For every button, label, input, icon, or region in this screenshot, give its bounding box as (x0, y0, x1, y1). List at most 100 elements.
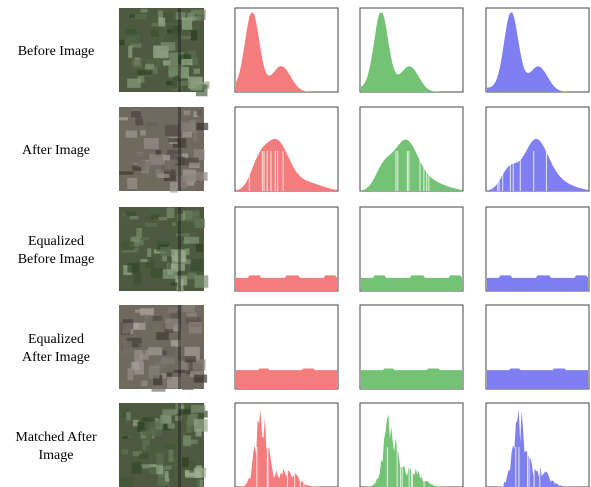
row-label: After Image (22, 350, 90, 365)
thumbnail-patch (149, 208, 158, 215)
row-label: Equalized (28, 332, 84, 347)
thumbnail-patch (197, 110, 202, 116)
thumbnail-patch (127, 78, 141, 87)
thumbnail-patch (165, 319, 180, 329)
thumbnail-patch (183, 440, 197, 445)
thumbnail-patch (146, 445, 160, 452)
thumbnail-patch (184, 237, 199, 244)
thumbnail-patch (142, 417, 155, 421)
thumbnail-patch (194, 275, 208, 287)
thumbnail-patch (125, 34, 140, 44)
thumbnail-patch (189, 322, 202, 333)
thumbnail-patch (143, 237, 149, 240)
thumbnail-patch (145, 64, 154, 69)
thumbnail-patch (196, 429, 202, 437)
thumbnail-patch (122, 241, 134, 250)
thumbnail-patch (128, 46, 132, 58)
thumbnail-patch (171, 283, 177, 286)
thumbnail-patch (121, 449, 128, 455)
thumbnail-patch (160, 247, 171, 256)
thumbnail (119, 305, 207, 392)
thumbnail-patch (141, 381, 147, 387)
thumbnail-patch (161, 165, 171, 172)
thumbnail-patch (151, 30, 159, 37)
thumbnail-patch (162, 409, 176, 415)
thumbnail (119, 403, 208, 487)
thumbnail-patch (194, 468, 206, 478)
thumbnail-patch (180, 121, 194, 131)
thumbnail-patch (146, 223, 158, 227)
thumbnail-patch (156, 453, 163, 466)
histogram-frame (235, 403, 338, 487)
thumbnail-patch (191, 30, 198, 40)
thumbnail-patch (196, 244, 203, 252)
thumbnail-patch (159, 17, 166, 26)
thumbnail-patch (168, 151, 177, 154)
thumbnail-patch (170, 182, 178, 192)
thumbnail-patch (128, 436, 133, 439)
thumbnail-patch (156, 332, 169, 340)
thumbnail-patch (135, 154, 146, 165)
thumbnail-patch (137, 70, 153, 75)
thumbnail-patch (186, 420, 192, 433)
thumbnail-patch (148, 347, 162, 355)
row-label: Equalized (28, 234, 84, 249)
histogram-area (487, 369, 588, 390)
thumbnail-patch (189, 163, 200, 168)
thumbnail-patch (167, 207, 175, 218)
thumbnail-patch (188, 361, 192, 369)
histogram-area (236, 369, 337, 390)
thumbnail-road (178, 403, 181, 487)
thumbnail-road (178, 305, 181, 389)
figure: Before ImageAfter ImageEqualizedBefore I… (0, 0, 591, 487)
thumbnail-patch (121, 213, 126, 216)
thumbnail-patch (126, 212, 136, 216)
thumbnail-patch (127, 178, 137, 189)
row-label: Before Image (18, 44, 95, 59)
thumbnail (119, 8, 210, 96)
thumbnail-patch (194, 375, 207, 383)
thumbnail-patch (140, 130, 145, 135)
thumbnail-patch (131, 323, 145, 330)
thumbnail-patch (163, 351, 167, 355)
row-label: After Image (22, 143, 90, 158)
thumbnail-patch (165, 346, 175, 355)
thumbnail-patch (133, 272, 141, 285)
thumbnail-patch (119, 477, 133, 487)
thumbnail-patch (172, 222, 176, 225)
thumbnail-patch (168, 450, 173, 462)
thumbnail-patch (165, 466, 171, 470)
thumbnail-patch (149, 154, 165, 165)
thumbnail-patch (182, 131, 192, 137)
thumbnail-patch (166, 81, 172, 85)
thumbnail-patch (122, 356, 127, 364)
thumbnail-patch (165, 35, 173, 42)
thumbnail-patch (150, 467, 156, 474)
thumbnail-patch (190, 413, 198, 416)
thumbnail-patch (131, 111, 141, 118)
thumbnail-patch (182, 381, 193, 390)
thumbnail-patch (168, 308, 177, 313)
thumbnail-patch (140, 9, 147, 13)
thumbnail-patch (191, 405, 205, 413)
thumbnail-patch (144, 138, 159, 149)
thumbnail-patch (146, 122, 158, 126)
thumbnail-patch (119, 171, 133, 174)
thumbnail-patch (133, 248, 138, 251)
row-label: Matched After (15, 430, 97, 445)
thumbnail-patch (161, 42, 175, 51)
thumbnail-patch (139, 454, 149, 459)
thumbnail-patch (182, 305, 195, 312)
row-label: Image (39, 448, 74, 463)
thumbnail-patch (123, 341, 132, 354)
thumbnail-patch (168, 423, 175, 428)
thumbnail-patch (185, 248, 189, 254)
thumbnail-patch (163, 269, 177, 279)
thumbnail-patch (149, 366, 160, 379)
thumbnail-patch (131, 462, 141, 474)
thumbnail-patch (153, 111, 164, 122)
thumbnail-patch (191, 10, 206, 15)
thumbnail-patch (128, 368, 134, 380)
thumbnail-patch (194, 69, 200, 74)
thumbnail-patch (167, 160, 179, 163)
